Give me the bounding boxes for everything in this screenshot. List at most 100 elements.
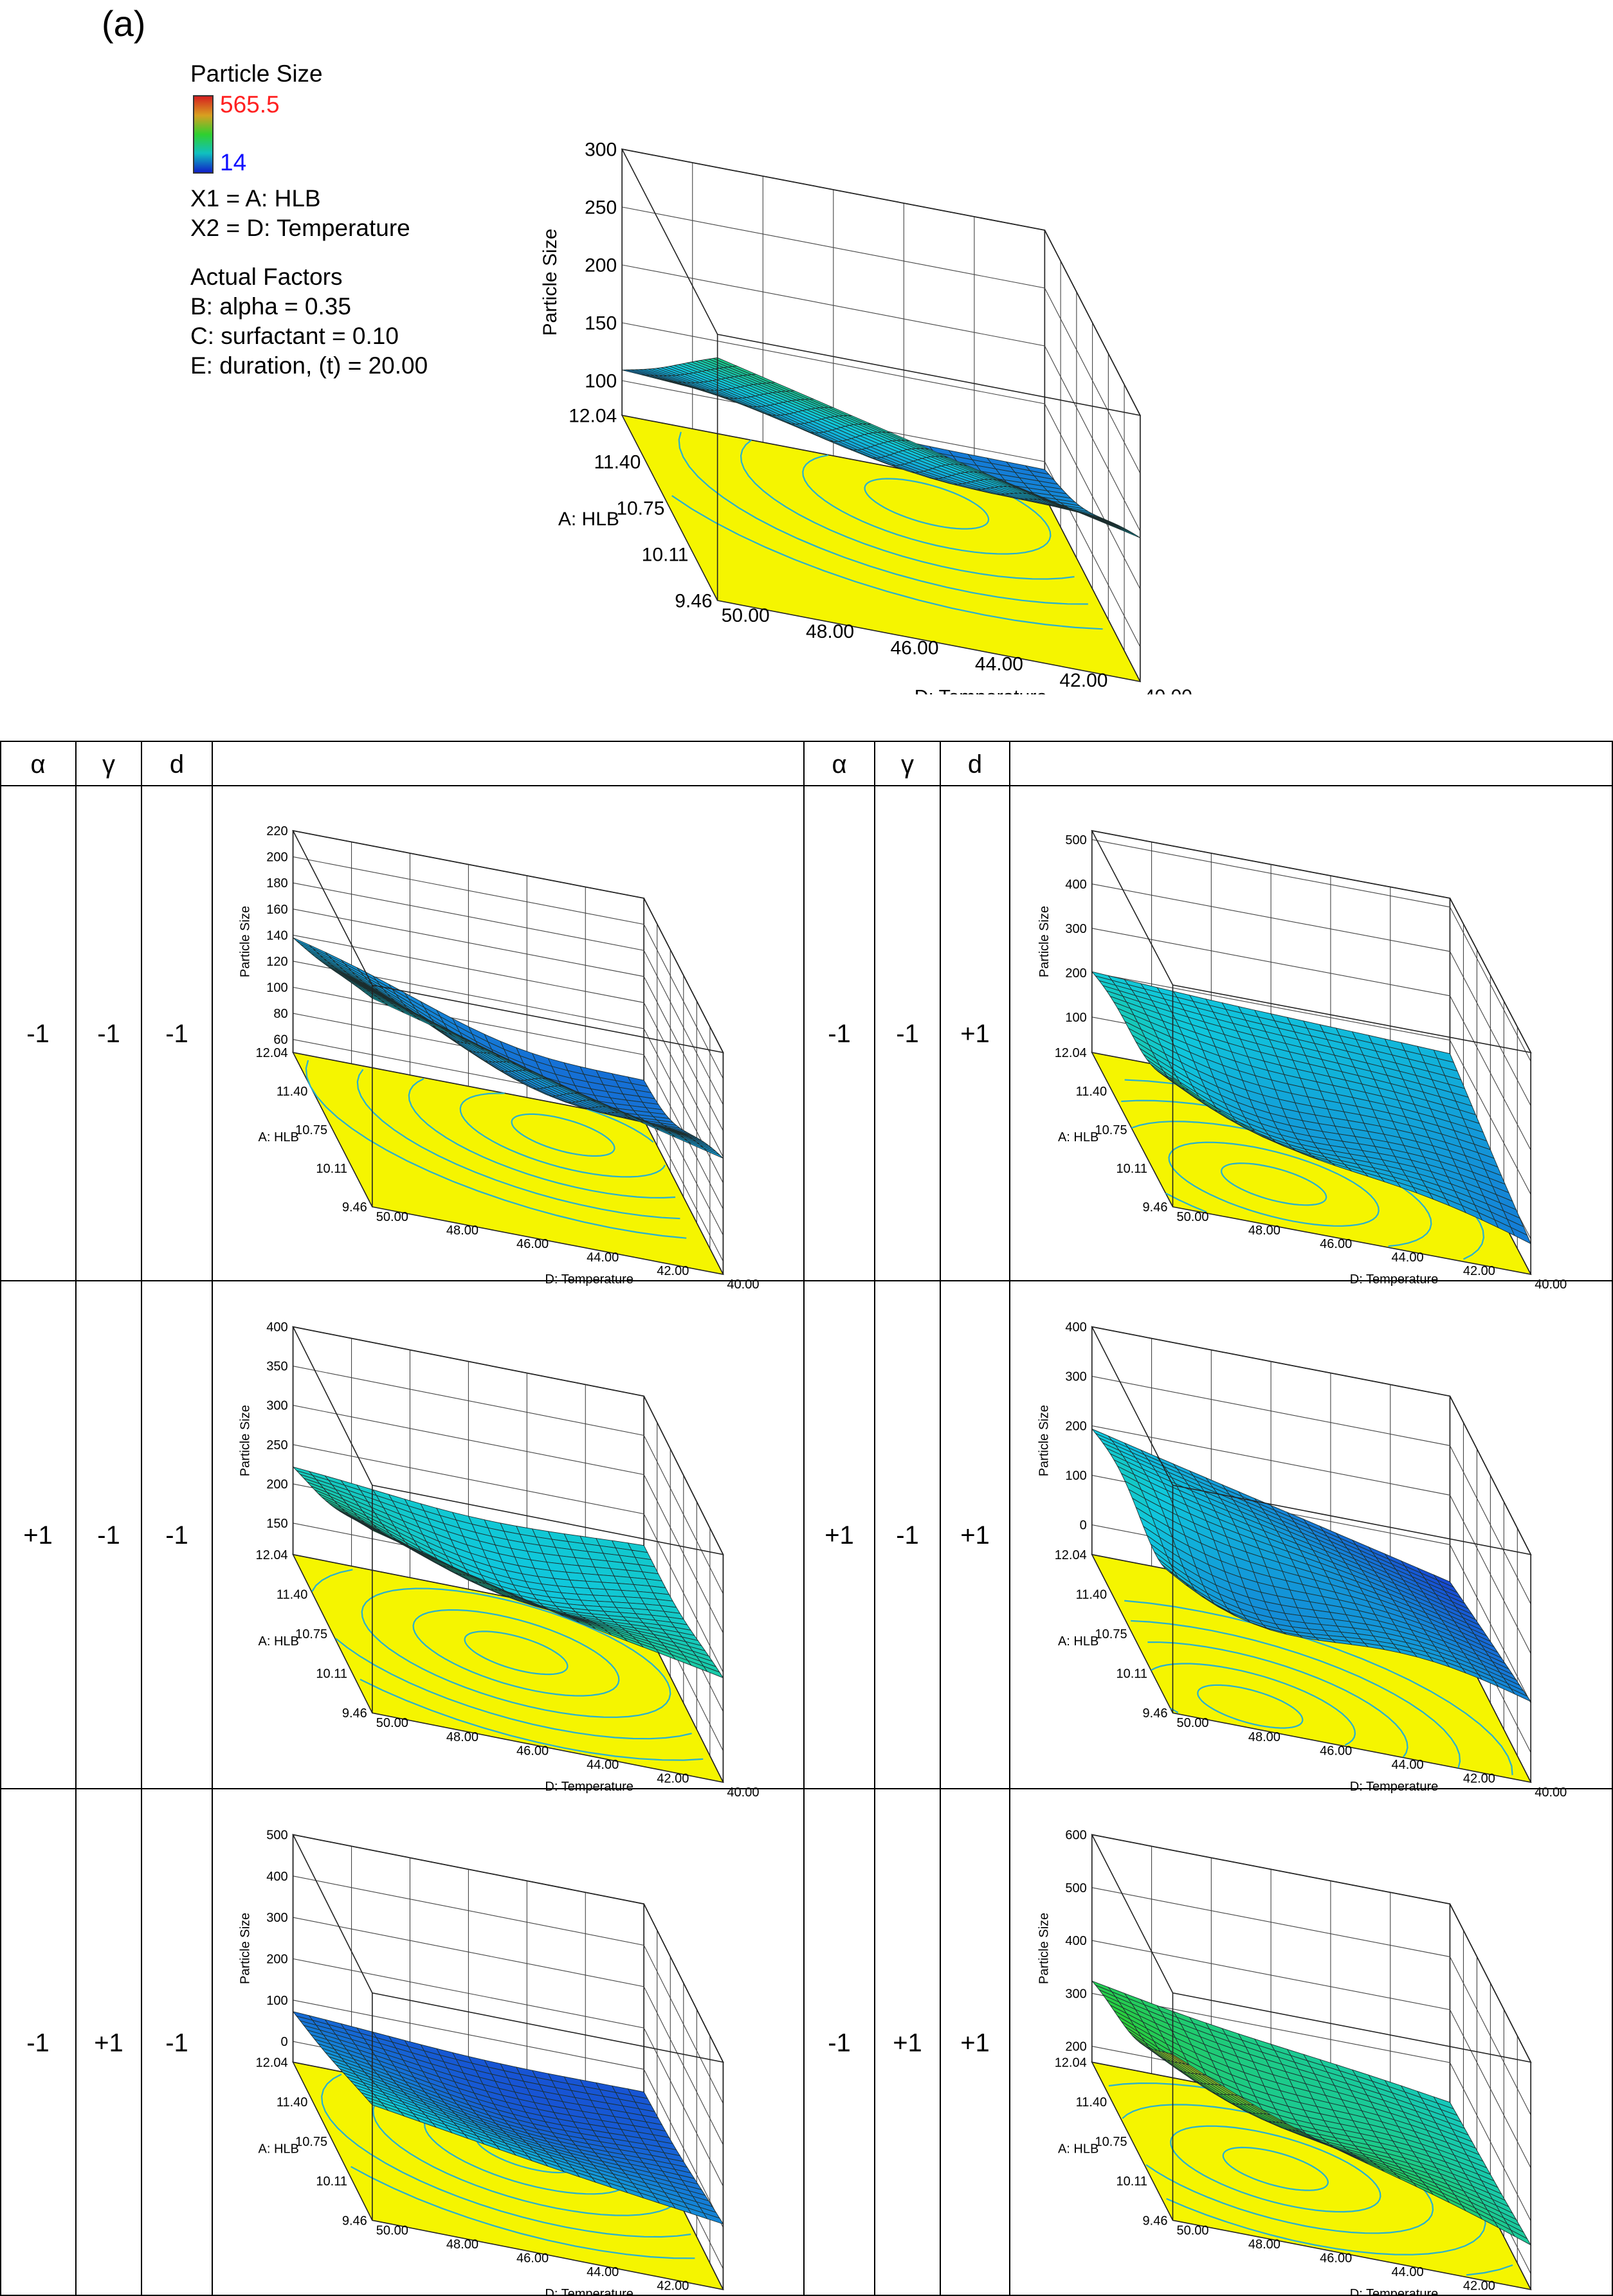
- legend-max: 565.5: [220, 91, 280, 118]
- surface-plot-r3-right: 200 300 400 500 600 Particle Size 9.46 10.11 10.…: [1037, 1829, 1567, 2296]
- hlb-tick-label: 10.11: [316, 1162, 347, 1176]
- frame-top: [292, 829, 724, 1054]
- temp-tick-label: 42.00: [1463, 1264, 1495, 1278]
- response-surface: [292, 1466, 724, 1679]
- wall-grid-line: [293, 882, 724, 1105]
- wall-grid-line: [622, 206, 1141, 474]
- temp-tick-label: 40.00: [1535, 1785, 1567, 1800]
- frame-edges: [1091, 829, 1532, 1274]
- temp-axis-title: D: Temperature: [545, 1272, 633, 1287]
- hlb-tick-label: 11.40: [1076, 1085, 1107, 1099]
- legend-factor-c: C: surfactant = 0.10: [190, 323, 399, 349]
- hlb-axis-title: A: HLB: [259, 1130, 299, 1144]
- contour-line: [356, 1069, 680, 1220]
- contour-line: [671, 494, 1103, 630]
- temp-tick-label: 40.00: [727, 1278, 759, 1292]
- level-d: -1: [165, 1521, 188, 1550]
- temp-tick-label: 44.00: [587, 1758, 619, 1772]
- contour-line: [1170, 1707, 1179, 1713]
- z-tick-label: 200: [266, 851, 287, 865]
- contour-line: [1230, 1668, 1356, 1746]
- temp-tick-label: 40.00: [1535, 2293, 1567, 2296]
- hlb-tick-label: 9.46: [675, 591, 712, 612]
- hlb-tick-label: 10.75: [295, 1627, 327, 1641]
- frame-edges: [621, 148, 1142, 682]
- hlb-tick-label: 9.46: [342, 1706, 367, 1721]
- z-tick-label: 500: [1065, 833, 1086, 847]
- contour-line: [1221, 1649, 1408, 1758]
- contour-lines: [311, 1569, 704, 1761]
- temp-tick-label: 46.00: [516, 1237, 549, 1251]
- z-tick-label: 300: [266, 1399, 287, 1413]
- contour-line: [1131, 1121, 1245, 1130]
- hlb-tick-label: 10.11: [1116, 1667, 1147, 1681]
- z-tick-label: 200: [1065, 966, 1086, 981]
- z-tick-label: 120: [266, 955, 287, 969]
- temp-tick-label: 44.00: [1392, 2265, 1424, 2279]
- hlb-tick-label: 10.75: [616, 498, 664, 520]
- wall-grid-line: [293, 2000, 724, 2228]
- z-tick-label: 180: [266, 876, 287, 890]
- contour-line: [361, 1587, 671, 1718]
- z-tick-label: 200: [1065, 2040, 1086, 2054]
- temp-tick-label: 42.00: [1059, 670, 1107, 691]
- temp-tick-label: 46.00: [1320, 1744, 1352, 1758]
- surface-plot-r1-left: 60 80 100 120 140 160 180 200 220 Particle Size 9.…: [239, 824, 760, 1292]
- header-cell: d: [170, 750, 184, 779]
- hlb-axis-title: A: HLB: [1058, 1634, 1098, 1649]
- legend-x1: X1 = A: HLB: [190, 185, 321, 212]
- hlb-tick-label: 9.46: [1143, 2214, 1168, 2228]
- table-grid-lines: [0, 741, 1613, 2296]
- z-axis: 100 150 200 250 300 Particle Size 9.46 10.11 10.…: [540, 140, 1192, 695]
- legend-factor-b: B: alpha = 0.35: [190, 293, 351, 320]
- level-alpha: +1: [23, 1521, 53, 1550]
- hlb-tick-label: 11.40: [1076, 1587, 1107, 1602]
- frame-edges: [1091, 1326, 1532, 1782]
- color-scale-bar: [193, 95, 214, 174]
- wall-grid-line: [293, 961, 724, 1184]
- wall-grid-line: [622, 322, 1141, 590]
- z-axis-title: Particle Size: [239, 1913, 253, 1984]
- hlb-tick-label: 12.04: [1055, 1046, 1087, 1060]
- header-cell: γ: [901, 750, 914, 779]
- hlb-tick-label: 10.75: [295, 2135, 327, 2149]
- z-tick-label: 600: [1065, 1829, 1086, 1843]
- temp-tick-label: 46.00: [890, 637, 938, 658]
- contour-line: [1197, 1684, 1304, 1729]
- contour-line: [1131, 1620, 1212, 1631]
- hlb-tick-label: 9.46: [1143, 1706, 1168, 1721]
- temp-axis-title: D: Temperature: [1350, 2287, 1438, 2296]
- z-axis-title: Particle Size: [1037, 906, 1052, 977]
- temp-tick-label: 48.00: [446, 1730, 478, 1744]
- wall-grid-line: [293, 1958, 724, 2187]
- temp-tick-label: 42.00: [657, 1771, 689, 1785]
- temp-tick-label: 50.00: [376, 1210, 408, 1224]
- contour-line: [412, 1609, 620, 1697]
- response-surface: [292, 2011, 724, 2225]
- main-surface-plot: 100 150 200 250 300 Particle Size 9.46 10.11 10.…: [540, 140, 1192, 695]
- level-d: -1: [165, 2029, 188, 2057]
- level-gamma: +1: [94, 2029, 123, 2057]
- contour-line: [1211, 1629, 1461, 1769]
- z-tick-label: 300: [585, 140, 617, 161]
- contour-line: [511, 1113, 615, 1157]
- response-surface: [1091, 1428, 1532, 1703]
- z-tick-label: 250: [585, 197, 617, 219]
- contour-line: [464, 1631, 569, 1676]
- hlb-tick-label: 10.11: [316, 2174, 347, 2189]
- z-tick-label: 500: [1065, 1881, 1086, 1895]
- temp-tick-label: 50.00: [1176, 2223, 1208, 2237]
- hlb-axis-title: A: HLB: [259, 2142, 299, 2156]
- surface-facet: [368, 1527, 388, 1538]
- temp-tick-label: 44.00: [587, 2265, 619, 2279]
- contour-line: [408, 1078, 676, 1199]
- z-tick-label: 400: [266, 1870, 287, 1884]
- wall-grid-line: [293, 1405, 724, 1634]
- z-tick-label: 60: [273, 1033, 287, 1047]
- hlb-tick-label: 10.75: [1095, 1123, 1127, 1137]
- frame-edges: [292, 1326, 724, 1782]
- hlb-tick-label: 12.04: [1055, 1548, 1087, 1562]
- temp-tick-label: 46.00: [516, 1744, 549, 1758]
- z-tick-label: 200: [1065, 1420, 1086, 1434]
